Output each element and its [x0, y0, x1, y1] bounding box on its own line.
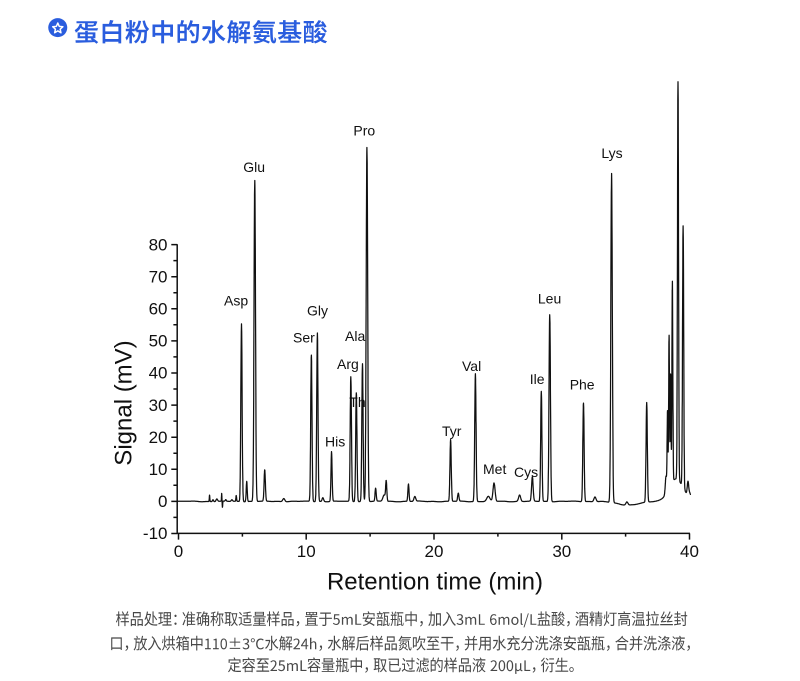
- svg-text:30: 30: [552, 542, 571, 561]
- svg-text:Cys: Cys: [514, 464, 538, 480]
- svg-text:-10: -10: [143, 524, 168, 543]
- svg-text:0: 0: [174, 542, 183, 561]
- svg-text:50: 50: [149, 332, 168, 351]
- svg-text:Signal (mV): Signal (mV): [111, 340, 138, 465]
- svg-text:Phe: Phe: [570, 377, 595, 393]
- svg-text:Lys: Lys: [601, 145, 622, 161]
- svg-text:Ile: Ile: [530, 371, 545, 387]
- svg-text:10: 10: [297, 542, 316, 561]
- svg-text:Glu: Glu: [243, 159, 265, 175]
- svg-text:80: 80: [149, 235, 168, 254]
- svg-text:Asp: Asp: [224, 293, 248, 309]
- svg-text:Tyr: Tyr: [442, 423, 462, 439]
- svg-text:Leu: Leu: [538, 291, 561, 307]
- svg-text:40: 40: [680, 542, 699, 561]
- svg-text:Ala: Ala: [345, 328, 365, 344]
- svg-text:60: 60: [149, 300, 168, 319]
- svg-text:40: 40: [149, 364, 168, 383]
- svg-text:0: 0: [158, 492, 167, 511]
- svg-text:20: 20: [425, 542, 444, 561]
- svg-text:10: 10: [149, 460, 168, 479]
- svg-text:Ser: Ser: [293, 330, 315, 346]
- svg-text:Pro: Pro: [353, 123, 375, 139]
- svg-text:30: 30: [149, 396, 168, 415]
- svg-text:His: His: [325, 434, 345, 450]
- svg-text:70: 70: [149, 267, 168, 286]
- svg-text:Val: Val: [462, 358, 481, 374]
- svg-text:20: 20: [149, 428, 168, 447]
- svg-text:Gly: Gly: [307, 303, 328, 319]
- svg-text:Retention time (min): Retention time (min): [327, 569, 543, 596]
- svg-text:Met: Met: [483, 461, 506, 477]
- svg-text:Arg: Arg: [337, 356, 359, 372]
